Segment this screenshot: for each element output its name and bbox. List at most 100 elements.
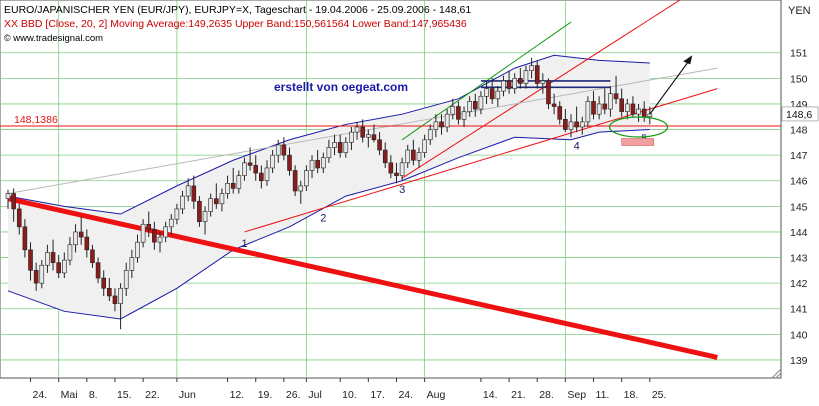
candle-body: [647, 113, 653, 118]
candle: [546, 78, 551, 110]
candle-body: [191, 185, 197, 202]
candle: [287, 147, 292, 176]
x-tick-label: Aug: [427, 389, 446, 401]
last-price-box: [781, 106, 819, 122]
candle-body: [394, 172, 399, 176]
wave-label: 1: [241, 238, 247, 250]
candle-body: [157, 236, 163, 243]
x-tick-label: 19.: [258, 389, 273, 401]
candle-body: [343, 142, 349, 153]
candle: [478, 91, 484, 115]
candle-body: [185, 185, 191, 197]
x-tick-label: 18.: [624, 389, 639, 401]
candle-body: [101, 277, 107, 289]
candle: [50, 239, 56, 271]
candle: [579, 116, 585, 135]
candle: [337, 134, 343, 158]
candle-body: [478, 95, 484, 110]
candle: [185, 178, 191, 202]
candle: [360, 119, 365, 143]
wave-label: 2: [320, 212, 326, 224]
candle: [574, 106, 579, 133]
candle: [309, 155, 315, 179]
x-tick-label: 24.: [33, 389, 48, 401]
candle: [382, 142, 388, 168]
candle: [444, 109, 450, 133]
candle: [90, 244, 95, 268]
candle: [585, 96, 591, 127]
candle: [259, 165, 264, 189]
candle-body: [366, 134, 371, 138]
candle-body: [152, 229, 157, 243]
candle: [354, 121, 360, 140]
candle: [512, 73, 518, 94]
candle-body: [433, 121, 439, 130]
indicator-legend: XX BBD [Close, 20, 2] Moving Average:149…: [4, 18, 467, 30]
candle: [73, 224, 78, 253]
candle: [242, 157, 247, 181]
candle-body: [22, 226, 28, 251]
candle: [489, 78, 495, 104]
candle-body: [382, 149, 388, 164]
candle-body: [568, 121, 574, 130]
y-tick-label: 142: [790, 278, 808, 290]
x-tick-label: 17.: [370, 389, 385, 401]
candle: [157, 231, 163, 253]
candle-body: [247, 162, 253, 166]
y-tick-label: 150: [790, 73, 808, 85]
resize-grip-icon: [771, 368, 782, 379]
candle: [506, 70, 512, 94]
candle: [225, 175, 230, 199]
candle: [16, 203, 22, 235]
candle-body: [495, 90, 501, 100]
candle-body: [174, 208, 180, 220]
candle: [315, 150, 320, 174]
projection-arrow-line: [649, 60, 690, 115]
plot-area: [0, 0, 782, 379]
candle: [275, 139, 281, 163]
candle-body: [236, 175, 242, 189]
candle: [214, 183, 219, 209]
candle-body: [73, 231, 78, 246]
x-tick-label: 28.: [539, 389, 554, 401]
candle-body: [168, 218, 174, 228]
candle: [422, 134, 427, 158]
candle: [56, 254, 61, 279]
y-tick-label: 147: [790, 150, 808, 162]
y-tick-label: 151: [790, 48, 808, 60]
y-axis-label: YEN: [788, 5, 811, 17]
candle: [84, 229, 90, 258]
candle: [191, 175, 197, 209]
candle: [202, 206, 208, 235]
candle: [107, 278, 112, 302]
candle-body: [56, 262, 61, 274]
candle-body: [472, 101, 478, 110]
candle-body: [518, 78, 523, 84]
candle: [518, 68, 523, 89]
candle: [343, 137, 349, 158]
candle: [298, 180, 304, 204]
candle: [456, 101, 461, 125]
candle-body: [422, 139, 427, 153]
candle: [394, 162, 399, 184]
candle: [326, 139, 332, 163]
wave-label: 3: [399, 184, 405, 196]
candle: [320, 152, 326, 174]
candle: [472, 93, 478, 117]
candle-body: [259, 172, 264, 182]
x-tick-label: 11.: [596, 389, 610, 401]
candle-body: [230, 183, 236, 189]
candle: [236, 170, 242, 194]
candle: [399, 157, 405, 181]
candle-body: [28, 249, 33, 271]
candle-body: [444, 113, 450, 128]
candle: [551, 93, 557, 115]
candle: [123, 262, 129, 296]
candle-body: [529, 65, 534, 71]
candle: [427, 124, 433, 145]
candle-body: [506, 80, 512, 89]
source-label: www.tradesignal.com: [13, 33, 104, 44]
projection-arrow-head: [683, 55, 693, 65]
y-tick-label: 146: [790, 176, 808, 188]
candle-body: [225, 183, 230, 194]
